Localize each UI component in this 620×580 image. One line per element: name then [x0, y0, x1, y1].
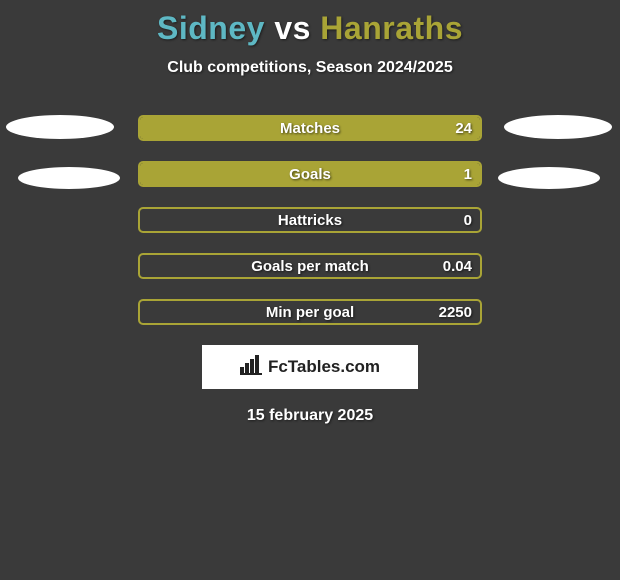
title-right: Hanraths — [320, 10, 463, 46]
decorative-ellipse — [18, 167, 120, 189]
page-title: Sidney vs Hanraths — [0, 0, 620, 47]
stat-fill — [140, 163, 480, 185]
title-left: Sidney — [157, 10, 265, 46]
decorative-ellipse — [504, 115, 612, 139]
comparison-chart: Matches24 Goals1 Hattricks0 Goals per match… — [0, 115, 620, 325]
stat-row: Hattricks0 — [138, 207, 482, 233]
stat-row: Matches24 — [138, 115, 482, 141]
stat-row: Goals per match0.04 — [138, 253, 482, 279]
decorative-ellipse — [498, 167, 600, 189]
bar-chart-icon — [240, 355, 262, 380]
stat-label: Goals per match — [140, 255, 480, 277]
brand-box: FcTables.com — [202, 345, 418, 389]
stat-rows-container: Matches24 Goals1 Hattricks0 Goals per match… — [0, 115, 620, 325]
stat-value: 0.04 — [443, 255, 472, 277]
subtitle: Club competitions, Season 2024/2025 — [0, 59, 620, 77]
title-vs: vs — [274, 10, 311, 46]
decorative-ellipse — [6, 115, 114, 139]
stat-label: Hattricks — [140, 209, 480, 231]
stat-value: 2250 — [439, 301, 472, 323]
stat-label: Min per goal — [140, 301, 480, 323]
stat-row: Goals1 — [138, 161, 482, 187]
stat-row: Min per goal2250 — [138, 299, 482, 325]
footer-date: 15 february 2025 — [0, 407, 620, 425]
stat-fill — [140, 117, 480, 139]
brand-text: FcTables.com — [268, 357, 380, 377]
stat-value: 0 — [464, 209, 472, 231]
brand-inner: FcTables.com — [240, 355, 380, 380]
